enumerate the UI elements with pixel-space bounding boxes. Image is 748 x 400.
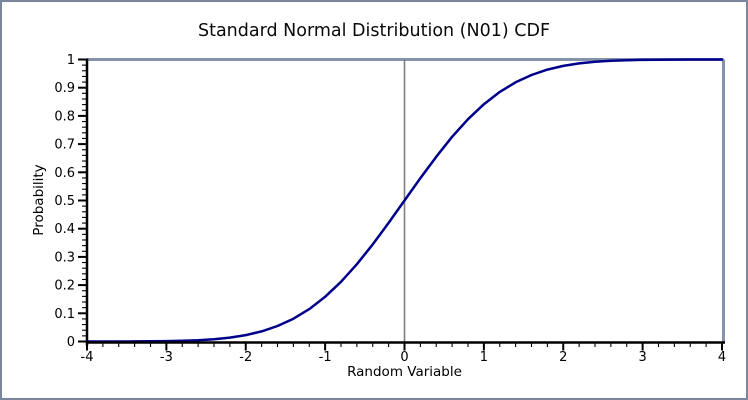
y-axis-tick-label: 0.8	[54, 109, 75, 124]
y-axis-tick-label: 0.6	[54, 166, 75, 181]
y-axis-tick-label: 0.1	[54, 307, 75, 322]
x-axis-tick-label: -4	[81, 350, 94, 365]
x-axis-tick-label: 3	[638, 350, 646, 365]
y-axis-tick-label: 0.3	[54, 250, 75, 265]
x-axis-title: Random Variable	[347, 364, 462, 380]
y-axis-tick-label: 0.2	[54, 279, 75, 294]
x-axis-tick-label: -2	[239, 350, 252, 365]
x-axis-tick-label: -1	[319, 350, 332, 365]
x-axis-tick-label: 0	[400, 350, 408, 365]
y-axis-tick-label: 1	[67, 53, 75, 68]
y-axis-tick-label: 0.5	[54, 194, 75, 209]
chart-title: Standard Normal Distribution (N01) CDF	[197, 21, 551, 41]
y-axis-tick-label: 0.7	[54, 138, 75, 153]
cdf-curve	[85, 58, 724, 343]
y-axis-tick-label: 0	[67, 335, 75, 350]
x-axis-tick-label: 1	[480, 350, 488, 365]
y-axis-tick-label: 0.9	[54, 81, 75, 96]
x-axis-tick-label: 2	[559, 350, 567, 365]
x-axis-tick-label: 4	[718, 350, 726, 365]
x-axis-tick-label: -3	[160, 350, 173, 365]
y-axis-tick-label: 0.4	[54, 222, 75, 237]
